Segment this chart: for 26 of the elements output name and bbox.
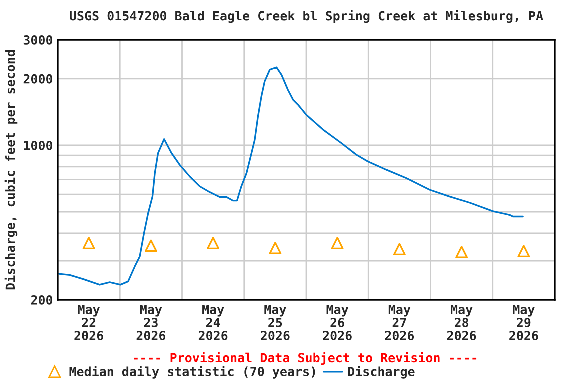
x-tick-label: May 29 2026 bbox=[510, 305, 538, 341]
chart-title: USGS 01547200 Bald Eagle Creek bl Spring Creek at Milesburg, PA bbox=[70, 10, 544, 24]
point bbox=[269, 242, 282, 254]
point bbox=[144, 240, 158, 252]
y-axis-title: Discharge, cubic feet per second bbox=[4, 50, 18, 290]
text: ---- Provisional Data Subject to Revision ---- bbox=[134, 352, 477, 366]
x-tick-label: May 25 2026 bbox=[261, 305, 290, 341]
line-series bbox=[58, 66, 524, 286]
legend-label: Median daily statistic (70 years) bbox=[70, 366, 316, 379]
x-tick-label: May 22 2026 bbox=[74, 305, 104, 341]
point bbox=[393, 243, 406, 256]
x-tick-label: May 28 2026 bbox=[447, 305, 476, 341]
y-tick-label: 1000 bbox=[24, 140, 53, 150]
x-tick-label: May 23 2026 bbox=[136, 305, 166, 341]
x-tick-label: May 24 2026 bbox=[198, 305, 228, 341]
y-tick-label: 200 bbox=[31, 295, 53, 305]
y-tick-label: 2000 bbox=[24, 74, 53, 84]
x-tick-label: May 26 2026 bbox=[323, 305, 352, 341]
x-tick-label: May 27 2026 bbox=[385, 305, 414, 341]
point bbox=[207, 237, 220, 250]
point bbox=[82, 237, 96, 250]
y-tick-label: 3000 bbox=[24, 35, 53, 45]
point bbox=[331, 237, 344, 250]
legend-label: Discharge bbox=[348, 366, 415, 379]
point bbox=[456, 246, 468, 258]
point bbox=[518, 245, 530, 258]
